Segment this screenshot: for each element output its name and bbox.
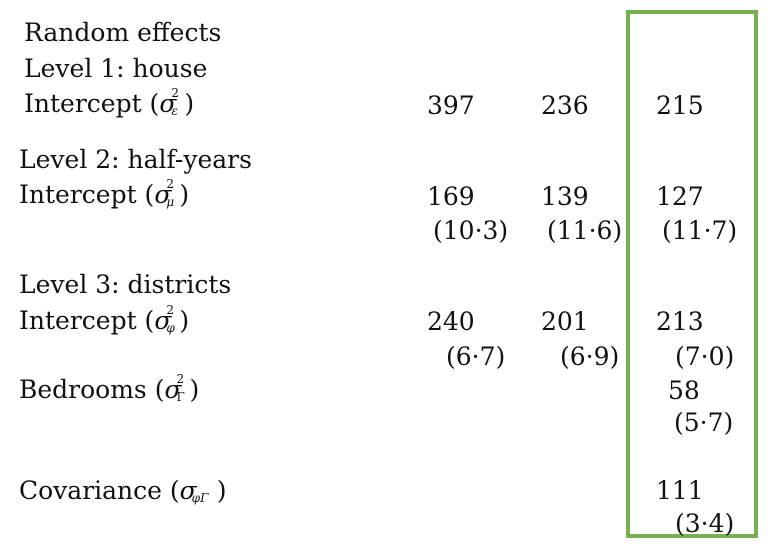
l3-intercept-v2: 201 [541,307,589,336]
l2-intercept-v1: 169 [427,182,475,211]
l2-intercept-se2: (11·6) [547,216,623,245]
highlight-box [626,10,758,538]
level3-header: Level 3: districts [19,270,232,299]
covariance-se3: (3·4) [675,509,735,538]
l1-intercept-v2: 236 [541,91,589,120]
covariance-label: Covariance (σ φΓ) [19,476,227,505]
l2-intercept-label: Intercept (σ 2 μ) [19,177,190,209]
title-random-effects: Random effects [24,18,222,47]
l3-intercept-se1: (6·7) [446,342,506,371]
l1-intercept-v3: 215 [656,91,704,120]
level2-header: Level 2: half-years [19,145,252,174]
level1-header: Level 1: house [24,54,208,83]
l2-intercept-v3: 127 [656,182,704,211]
l3-intercept-se3: (7·0) [675,342,735,371]
bedrooms-label: Bedrooms (σ 2 Γ) [19,372,200,404]
l3-intercept-v1: 240 [427,307,475,336]
l1-intercept-v1: 397 [427,91,475,120]
l2-intercept-se1: (10·3) [433,216,509,245]
l2-intercept-se3: (11·7) [662,216,738,245]
l2-intercept-v2: 139 [541,182,589,211]
bedrooms-v3: 58 [668,376,700,405]
l3-intercept-se2: (6·9) [560,342,620,371]
covariance-v3: 111 [656,476,704,505]
bedrooms-se3: (5·7) [674,408,734,437]
l3-intercept-label: Intercept (σ 2 φ) [19,303,190,335]
l1-intercept-label: Intercept (σ 2 ε) [24,86,195,118]
l3-intercept-v3: 213 [656,307,704,336]
